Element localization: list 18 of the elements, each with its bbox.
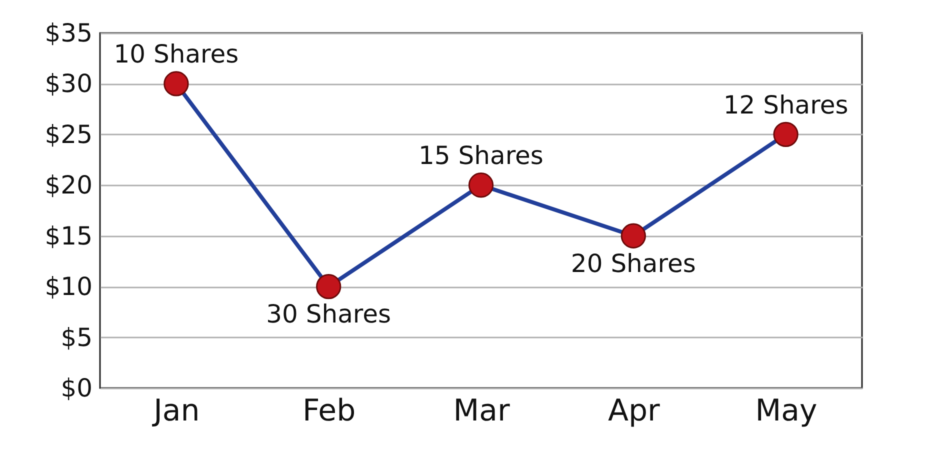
annotation: 20 Shares [570,248,696,278]
x-tick-label: Feb [302,394,356,428]
x-tick-label: Apr [608,394,661,428]
x-tick-label: May [755,394,818,428]
y-tick-label: $20 [44,170,92,200]
x-tick-label: Jan [152,394,200,428]
y-tick-label: $5 [60,322,92,352]
annotation: 12 Shares [723,90,848,120]
y-tick-label: $0 [60,374,92,402]
annotation: 30 Shares [266,300,392,329]
annotation: 15 Shares [418,141,544,170]
x-tick-label: Mar [453,394,510,428]
y-tick-label: $35 [44,18,92,48]
y-tick-label: $15 [44,221,92,250]
annotation: 10 Shares [114,40,239,69]
y-tick-label: $30 [44,69,92,98]
y-tick-label: $25 [44,120,92,149]
y-tick-label: $10 [44,272,92,302]
